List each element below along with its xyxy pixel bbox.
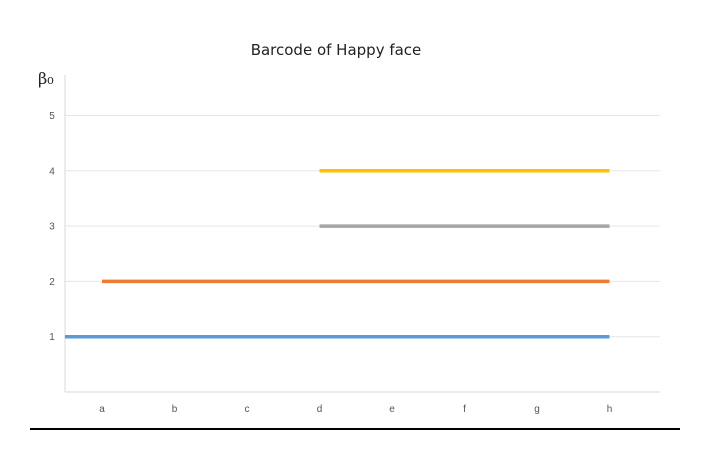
y-tick-label: 1	[49, 332, 55, 343]
x-tick-label: g	[534, 404, 540, 415]
x-tick-label: h	[607, 404, 613, 415]
axes	[64, 75, 660, 393]
y-tick-labels: 1 2 3 4 5	[49, 111, 55, 343]
x-tick-labels: a b c d e f g h	[99, 404, 612, 415]
y-axis-label: β₀	[38, 69, 54, 88]
x-tick-label: d	[317, 404, 323, 415]
y-tick-label: 4	[49, 166, 55, 177]
y-tick-label: 5	[49, 111, 55, 122]
y-tick-label: 3	[49, 222, 55, 233]
y-tick-label: 2	[49, 277, 55, 288]
x-tick-label: f	[463, 404, 466, 415]
x-tick-label: b	[172, 404, 178, 415]
x-tick-label: a	[99, 404, 105, 415]
bottom-rule	[30, 428, 680, 430]
x-tick-label: c	[245, 404, 250, 415]
chart-title: Barcode of Happy face	[251, 41, 422, 59]
barcode-bars	[65, 169, 610, 339]
x-tick-label: e	[389, 404, 395, 415]
